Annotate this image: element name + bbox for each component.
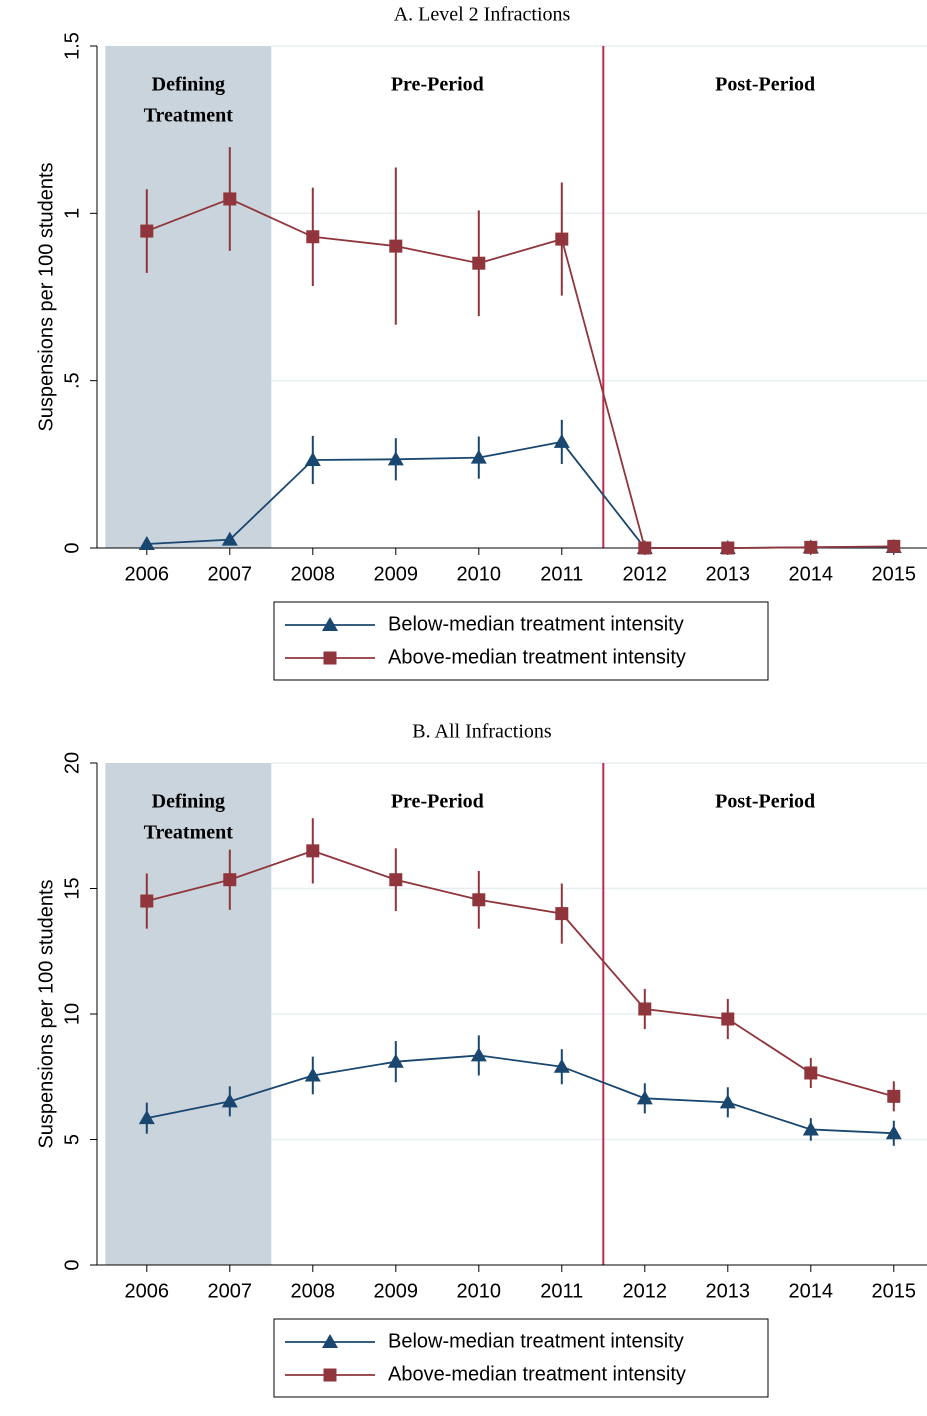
x-tick-label: 2008 [291,563,336,585]
marker [306,844,320,858]
marker [472,893,486,907]
x-tick-label: 2013 [706,1280,751,1302]
x-tick-label: 2012 [623,1280,668,1302]
chart-title: A. Level 2 Infractions [394,4,571,26]
x-tick-label: 2015 [872,1280,917,1302]
y-tick-label: 20 [61,752,83,774]
legend-label: Above-median treatment intensity [388,1363,686,1385]
marker [223,192,237,206]
x-tick-label: 2009 [374,563,419,585]
chart-title: B. All Infractions [412,721,552,743]
x-tick-label: 2014 [789,1280,834,1302]
marker [555,232,569,246]
shaded-region [105,763,272,1265]
marker [721,541,735,555]
x-tick-label: 2006 [125,1280,170,1302]
marker [223,873,237,887]
marker [636,1090,653,1105]
x-tick-label: 2009 [374,1280,419,1302]
marker [304,451,321,466]
marker [389,873,403,887]
marker [555,907,569,921]
marker [322,617,338,631]
marker [638,1002,652,1016]
x-tick-label: 2007 [208,1280,253,1302]
marker [387,1053,404,1068]
y-tick-label: 1 [61,208,83,219]
legend [273,601,769,681]
x-tick-label: 2011 [540,563,583,585]
x-tick-label: 2015 [872,563,917,585]
marker [323,1368,337,1382]
marker [802,1121,819,1136]
marker [221,1093,238,1108]
marker [138,535,155,550]
marker [887,1089,901,1103]
shaded-region [105,46,272,548]
region-label: Defining [152,791,225,813]
marker [387,451,404,466]
y-tick-label: 1.5 [61,32,83,60]
region-label: Treatment [144,105,234,127]
y-tick-label: 10 [61,1003,83,1025]
region-label: Pre-Period [391,791,484,813]
marker [721,1012,735,1026]
marker [322,1334,338,1348]
marker [553,1058,570,1073]
marker [138,1110,155,1125]
region-label: Post-Period [715,74,815,96]
marker [887,539,901,553]
marker [472,256,486,270]
marker [140,224,154,238]
region-label: Post-Period [715,791,815,813]
marker [804,540,818,554]
legend-label: Below-median treatment intensity [388,1330,684,1352]
marker [553,433,570,448]
region-label: Defining [152,74,225,96]
legend [273,1318,769,1398]
marker [638,541,652,555]
region-label: Pre-Period [391,74,484,96]
marker [470,449,487,464]
x-tick-label: 2008 [291,1280,336,1302]
x-tick-label: 2010 [457,1280,502,1302]
x-tick-label: 2012 [623,563,668,585]
legend-label: Below-median treatment intensity [388,613,684,635]
marker [885,1125,902,1140]
y-tick-label: 5 [61,1134,83,1145]
region-label: Treatment [144,822,234,844]
marker [140,894,154,908]
series-line [146,1054,894,1135]
marker [221,531,238,546]
y-axis-label: Suspensions per 100 students [35,162,57,431]
marker [323,651,337,665]
x-tick-label: 2006 [125,563,170,585]
y-axis-label: Suspensions per 100 students [35,879,57,1148]
x-tick-label: 2010 [457,563,502,585]
x-tick-label: 2014 [789,563,834,585]
y-tick-label: 0 [61,1259,83,1270]
legend-label: Above-median treatment intensity [388,646,686,668]
marker [804,1066,818,1080]
marker [306,230,320,244]
series-line [146,197,894,549]
y-tick-label: 15 [61,877,83,899]
marker [470,1047,487,1062]
x-tick-label: 2011 [540,1280,583,1302]
marker [389,239,403,253]
marker [304,1067,321,1082]
y-tick-label: 0 [61,542,83,553]
series-line [146,849,895,1098]
x-tick-label: 2007 [208,563,253,585]
x-tick-label: 2013 [706,563,751,585]
marker [719,1094,736,1109]
y-tick-label: .5 [61,372,83,389]
